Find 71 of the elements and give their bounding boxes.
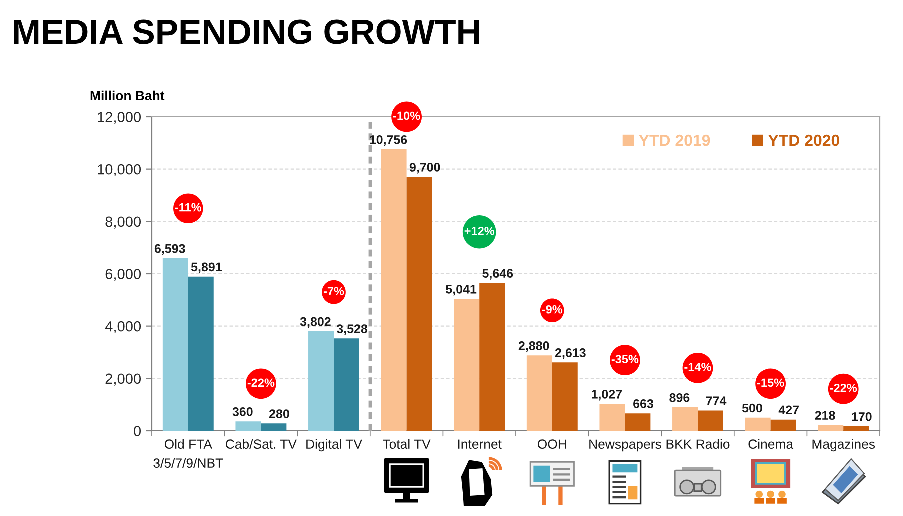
y-tick-label: 2,000 — [106, 374, 142, 386]
bar — [334, 338, 360, 431]
legend-label: YTD 2019 — [639, 134, 710, 146]
x-tick-label: Cinema — [748, 439, 794, 450]
data-label: 280 — [270, 410, 290, 418]
bar — [552, 362, 578, 431]
annotation: -11% — [175, 203, 202, 212]
bar — [188, 276, 214, 431]
data-label: 500 — [742, 404, 762, 413]
x-tick-label: Magazines — [812, 439, 876, 452]
bar — [745, 418, 771, 431]
bar — [600, 404, 626, 431]
data-label: 2,880 — [518, 342, 550, 352]
data-label: 427 — [778, 406, 799, 414]
data-label: 774 — [706, 396, 727, 406]
y-tick-label: 0 — [134, 426, 142, 436]
annotation: -14% — [684, 363, 712, 372]
annotation: -7% — [324, 287, 344, 296]
bar — [698, 410, 724, 431]
data-label: 663 — [634, 400, 654, 408]
y-tick-label: 12,000 — [98, 112, 142, 124]
data-label: 170 — [852, 412, 872, 422]
bar — [381, 150, 407, 431]
bar — [406, 177, 432, 431]
data-label: 5,041 — [446, 284, 477, 296]
y-tick-label: 4,000 — [105, 321, 142, 334]
legend-label: YTD 2020 — [768, 134, 840, 146]
x-tick-label: Total TV — [383, 439, 431, 450]
data-label: 6,593 — [154, 244, 186, 256]
y-tick-label: 6,000 — [106, 269, 142, 282]
bar — [526, 356, 552, 431]
x-tick-label: Digital TV — [306, 439, 362, 452]
chart-title: MEDIA SPENDING GROWTH — [14, 20, 480, 44]
annotation: -22% — [248, 378, 275, 388]
bar — [672, 408, 698, 431]
data-label: 5,891 — [191, 262, 222, 274]
x-tick-label: OOH — [538, 440, 566, 450]
bar — [308, 332, 334, 431]
annotation: -22% — [830, 384, 858, 392]
bar — [162, 258, 188, 431]
data-label: 2,613 — [555, 348, 586, 360]
bar — [261, 424, 287, 431]
bar — [770, 420, 796, 431]
x-tick-label: Internet — [458, 440, 502, 450]
y-tick-label: 10,000 — [98, 164, 142, 176]
annotation: -9% — [542, 305, 563, 314]
bar — [454, 299, 480, 431]
data-label: 10,756 — [370, 135, 408, 146]
y-axis-title: Million Baht — [90, 90, 165, 101]
data-label: 896 — [670, 393, 690, 402]
data-label: 9,700 — [410, 163, 440, 174]
y-tick-label: 8,000 — [106, 216, 142, 229]
x-tick-label: BKK Radio — [666, 439, 730, 450]
bar — [480, 283, 506, 431]
x-tick-label: Newspapers — [590, 440, 662, 452]
x-tick-label: Old FTA 3/5/7/9/NBT — [154, 439, 224, 468]
annotation: +12% — [464, 226, 495, 236]
annotation: -35% — [612, 355, 639, 364]
bar — [844, 426, 870, 431]
annotation: -15% — [757, 378, 784, 388]
data-label: 360 — [232, 407, 253, 416]
data-label: 1,027 — [592, 390, 622, 401]
data-label: 3,802 — [300, 317, 331, 328]
x-tick-label: Cab/Sat. TV — [226, 439, 297, 450]
bar — [625, 414, 651, 431]
data-label: 3,528 — [336, 324, 368, 336]
data-label: 5,646 — [482, 269, 514, 280]
bar — [818, 425, 844, 431]
data-label: 218 — [815, 411, 836, 420]
annotation: -10% — [393, 112, 420, 120]
bar — [236, 422, 262, 431]
